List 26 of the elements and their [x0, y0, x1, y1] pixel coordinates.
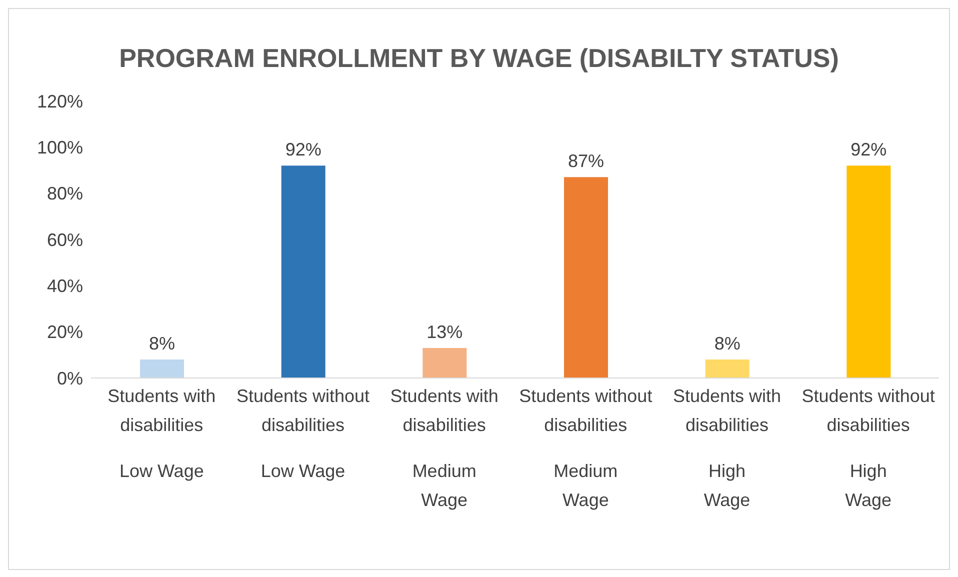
- category-label: Students with disabilities Medium Wage: [390, 386, 498, 510]
- y-tick-label: 100%: [36, 138, 83, 158]
- bar: [281, 166, 326, 378]
- data-label: 8%: [714, 334, 740, 354]
- bar: [422, 348, 467, 378]
- chart-title: PROGRAM ENROLLMENT BY WAGE (DISABILTY STATUS): [118, 43, 840, 75]
- bar: [705, 360, 750, 378]
- y-tick-label: 120%: [36, 91, 83, 112]
- y-tick-label: 0%: [56, 368, 83, 388]
- data-label: 92%: [285, 140, 322, 160]
- y-tick-label: 60%: [46, 230, 83, 250]
- bar: [564, 177, 608, 378]
- data-label: 92%: [850, 140, 887, 160]
- category-label: Students without disabilities Medium Wage: [519, 386, 652, 510]
- category-label: Students without disabilities Low Wage: [236, 386, 370, 481]
- data-label: 8%: [148, 334, 176, 354]
- bar: [846, 166, 891, 378]
- y-tick-label: 80%: [46, 184, 83, 204]
- bar: [140, 360, 184, 378]
- category-label: Students with disabilities Low Wage: [108, 386, 216, 481]
- data-label: 87%: [568, 151, 604, 172]
- y-tick-label: 40%: [46, 276, 83, 296]
- category-label: Students without disabilities High Wage: [802, 386, 935, 510]
- y-tick-label: 20%: [46, 322, 83, 342]
- data-label: 13%: [426, 322, 463, 342]
- category-label: Students with disabilities High Wage: [672, 386, 782, 510]
